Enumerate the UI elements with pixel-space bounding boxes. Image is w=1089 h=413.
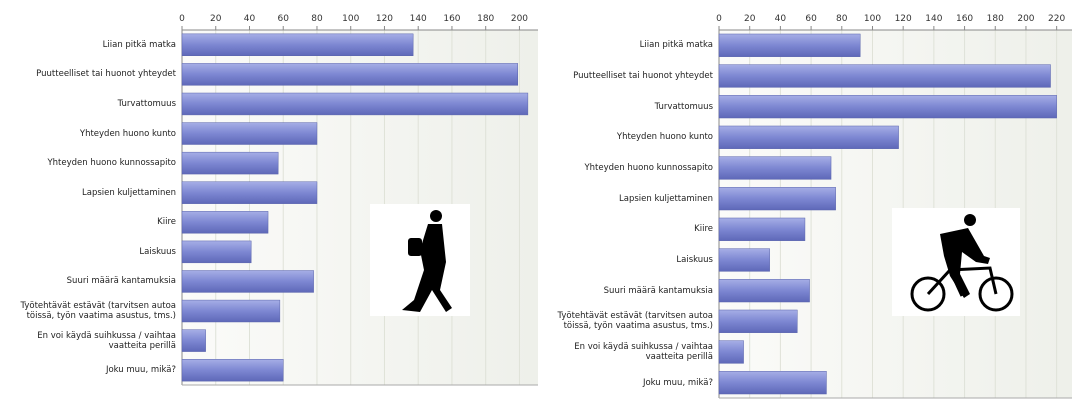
bar — [181, 33, 414, 56]
bar — [718, 187, 836, 211]
category-label: Yhteyden huono kunto — [616, 132, 713, 143]
category-label: En voi käydä suihkussa / vaihtaa vaattei… — [574, 341, 713, 362]
bar — [181, 92, 529, 116]
x-tick-label: 80 — [836, 14, 848, 24]
category-label: Yhteyden huono kunnossapito — [47, 158, 176, 169]
category-label: Lapsien kuljettaminen — [82, 187, 176, 198]
bar — [181, 270, 314, 293]
x-tick-label: 120 — [376, 14, 393, 24]
bar — [181, 151, 279, 175]
bar — [181, 122, 318, 145]
bar — [718, 279, 810, 303]
bar — [181, 329, 206, 352]
bar — [718, 156, 832, 180]
x-tick-label: 220 — [1048, 14, 1065, 24]
x-tick-label: 180 — [987, 14, 1004, 24]
x-tick-label: 0 — [179, 14, 185, 24]
x-tick-label: 120 — [895, 14, 912, 24]
x-tick-label: 100 — [342, 14, 359, 24]
category-label: Lapsien kuljettaminen — [619, 193, 713, 204]
category-label: Laiskuus — [139, 246, 176, 257]
category-label: Turvattomuus — [654, 101, 713, 112]
bar — [718, 309, 798, 333]
plot-background — [182, 30, 538, 385]
x-tick-label: 140 — [925, 14, 942, 24]
bar — [718, 217, 806, 241]
category-label: Liian pitkä matka — [639, 40, 713, 51]
x-tick-label: 40 — [244, 14, 256, 24]
x-tick-label: 60 — [805, 14, 817, 24]
category-label: Joku muu, mikä? — [105, 365, 176, 376]
bar — [718, 371, 827, 395]
x-tick-label: 160 — [956, 14, 973, 24]
category-label: Kiire — [694, 224, 713, 235]
category-label: Yhteyden huono kunnossapito — [584, 162, 713, 173]
bar — [181, 240, 252, 264]
bar — [718, 33, 861, 57]
bar — [718, 95, 1057, 119]
x-tick-label: 200 — [1017, 14, 1034, 24]
bar — [181, 181, 318, 204]
category-label: Laiskuus — [676, 254, 713, 265]
category-label: Turvattomuus — [117, 98, 176, 109]
category-label: Puutteelliset tai huonot yhteydet — [36, 69, 176, 80]
x-tick-label: 60 — [278, 14, 290, 24]
category-label: Työtehtävät estävät (tarvitsen autoa töi… — [557, 311, 714, 332]
category-label: Työtehtävät estävät (tarvitsen autoa töi… — [20, 301, 177, 322]
bar — [181, 359, 284, 382]
bar — [718, 248, 770, 272]
walker-image — [370, 204, 470, 316]
category-label: Liian pitkä matka — [102, 39, 176, 50]
bar — [718, 340, 744, 364]
category-label: Suuri määrä kantamuksia — [66, 276, 176, 287]
cyclist-image — [892, 208, 1020, 316]
x-tick-label: 0 — [716, 14, 722, 24]
x-tick-label: 100 — [864, 14, 881, 24]
x-tick-label: 140 — [410, 14, 427, 24]
bar — [181, 63, 519, 86]
x-tick-label: 200 — [511, 14, 528, 24]
x-tick-label: 40 — [775, 14, 787, 24]
category-label: Puutteelliset tai huonot yhteydet — [573, 70, 713, 81]
category-label: Kiire — [157, 217, 176, 228]
x-tick-label: 180 — [477, 14, 494, 24]
bar — [718, 125, 899, 149]
category-label: En voi käydä suihkussa / vaihtaa vaattei… — [37, 330, 176, 351]
x-tick-label: 20 — [210, 14, 222, 24]
bar — [181, 299, 281, 323]
category-label: Joku muu, mikä? — [642, 377, 713, 388]
x-tick-label: 20 — [744, 14, 756, 24]
x-tick-label: 160 — [443, 14, 460, 24]
bar — [718, 64, 1051, 88]
category-label: Suuri määrä kantamuksia — [603, 285, 713, 296]
bar — [181, 211, 269, 234]
category-label: Yhteyden huono kunto — [79, 128, 176, 139]
x-tick-label: 80 — [311, 14, 323, 24]
